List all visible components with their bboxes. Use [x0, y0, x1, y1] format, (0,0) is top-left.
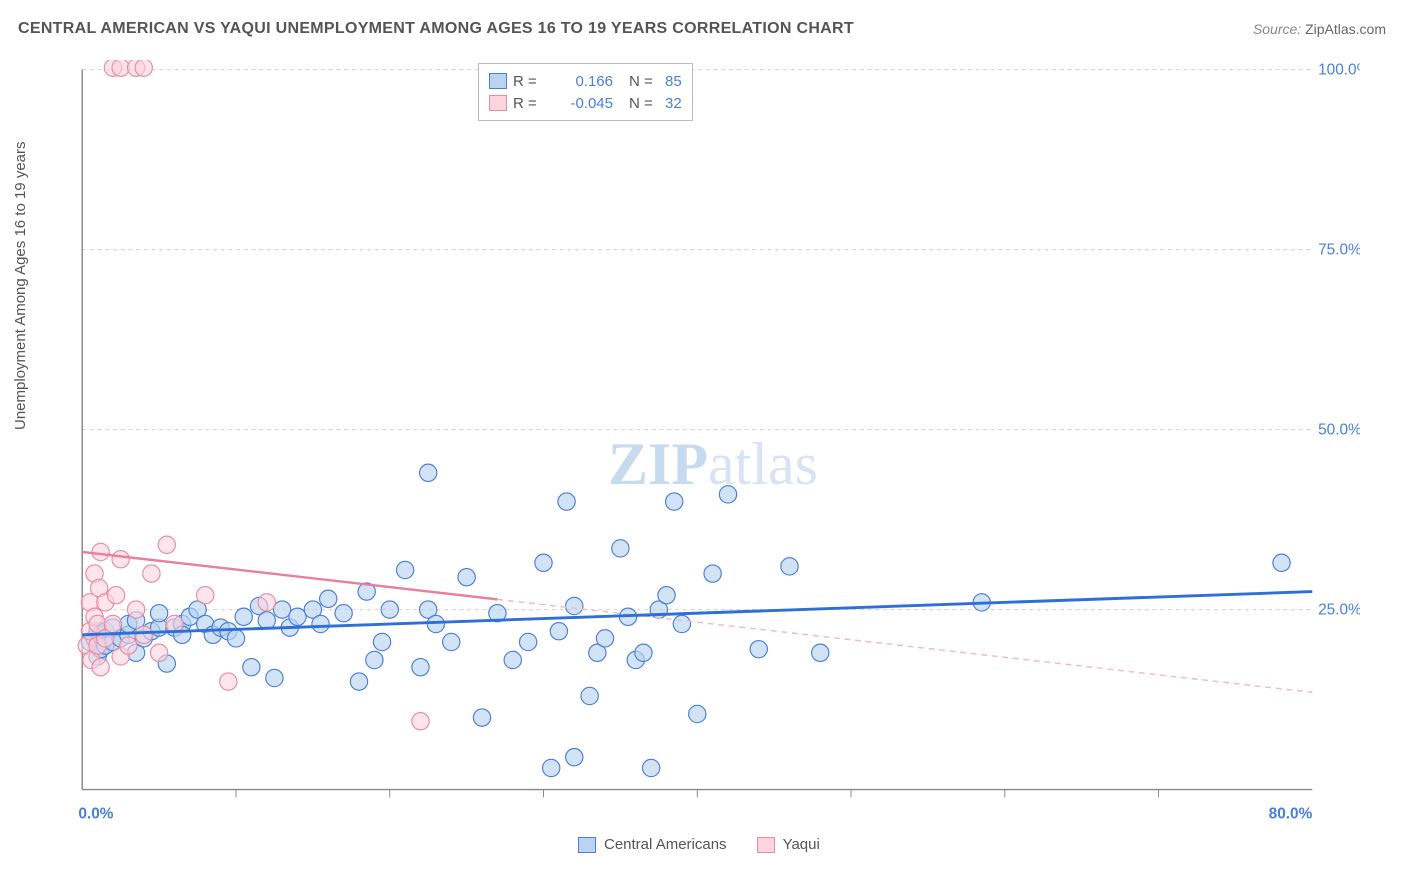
svg-text:50.0%: 50.0% — [1318, 421, 1360, 438]
source-attribution: Source: ZipAtlas.com — [1253, 21, 1386, 37]
swatch-pink — [757, 837, 775, 853]
r-label: R = — [513, 95, 549, 112]
series-legend: Central Americans Yaqui — [578, 836, 820, 853]
svg-text:0.0%: 0.0% — [78, 805, 113, 822]
n-label: N = — [629, 95, 659, 112]
legend-item-central-americans: Central Americans — [578, 836, 727, 853]
svg-text:100.0%: 100.0% — [1318, 61, 1360, 78]
chart-header: CENTRAL AMERICAN VS YAQUI UNEMPLOYMENT A… — [18, 20, 1386, 38]
source-value: ZipAtlas.com — [1305, 21, 1386, 37]
svg-text:75.0%: 75.0% — [1318, 241, 1360, 258]
legend-label: Yaqui — [783, 836, 820, 853]
legend-item-yaqui: Yaqui — [757, 836, 820, 853]
r-value-blue: 0.166 — [555, 73, 613, 90]
y-axis-label: Unemployment Among Ages 16 to 19 years — [12, 141, 29, 430]
scatter-plot-svg: 25.0% 50.0% 75.0% 100.0% 0.0% 80.0% — [48, 60, 1360, 830]
chart-title: CENTRAL AMERICAN VS YAQUI UNEMPLOYMENT A… — [18, 20, 854, 38]
legend-row-blue: R = 0.166 N = 85 — [489, 70, 682, 92]
svg-text:25.0%: 25.0% — [1318, 601, 1360, 618]
swatch-pink — [489, 95, 507, 111]
source-label: Source: — [1253, 21, 1301, 37]
legend-row-pink: R = -0.045 N = 32 — [489, 92, 682, 114]
swatch-blue — [578, 837, 596, 853]
swatch-blue — [489, 73, 507, 89]
r-label: R = — [513, 73, 549, 90]
n-value-pink: 32 — [665, 95, 682, 112]
n-value-blue: 85 — [665, 73, 682, 90]
svg-text:80.0%: 80.0% — [1269, 805, 1313, 822]
r-value-pink: -0.045 — [555, 95, 613, 112]
legend-label: Central Americans — [604, 836, 727, 853]
n-label: N = — [629, 73, 659, 90]
correlation-legend: R = 0.166 N = 85 R = -0.045 N = 32 — [478, 63, 693, 121]
chart-area: 25.0%50.0%75.0%100.0%0.0%80.0% ZIPatlas … — [48, 60, 1360, 830]
